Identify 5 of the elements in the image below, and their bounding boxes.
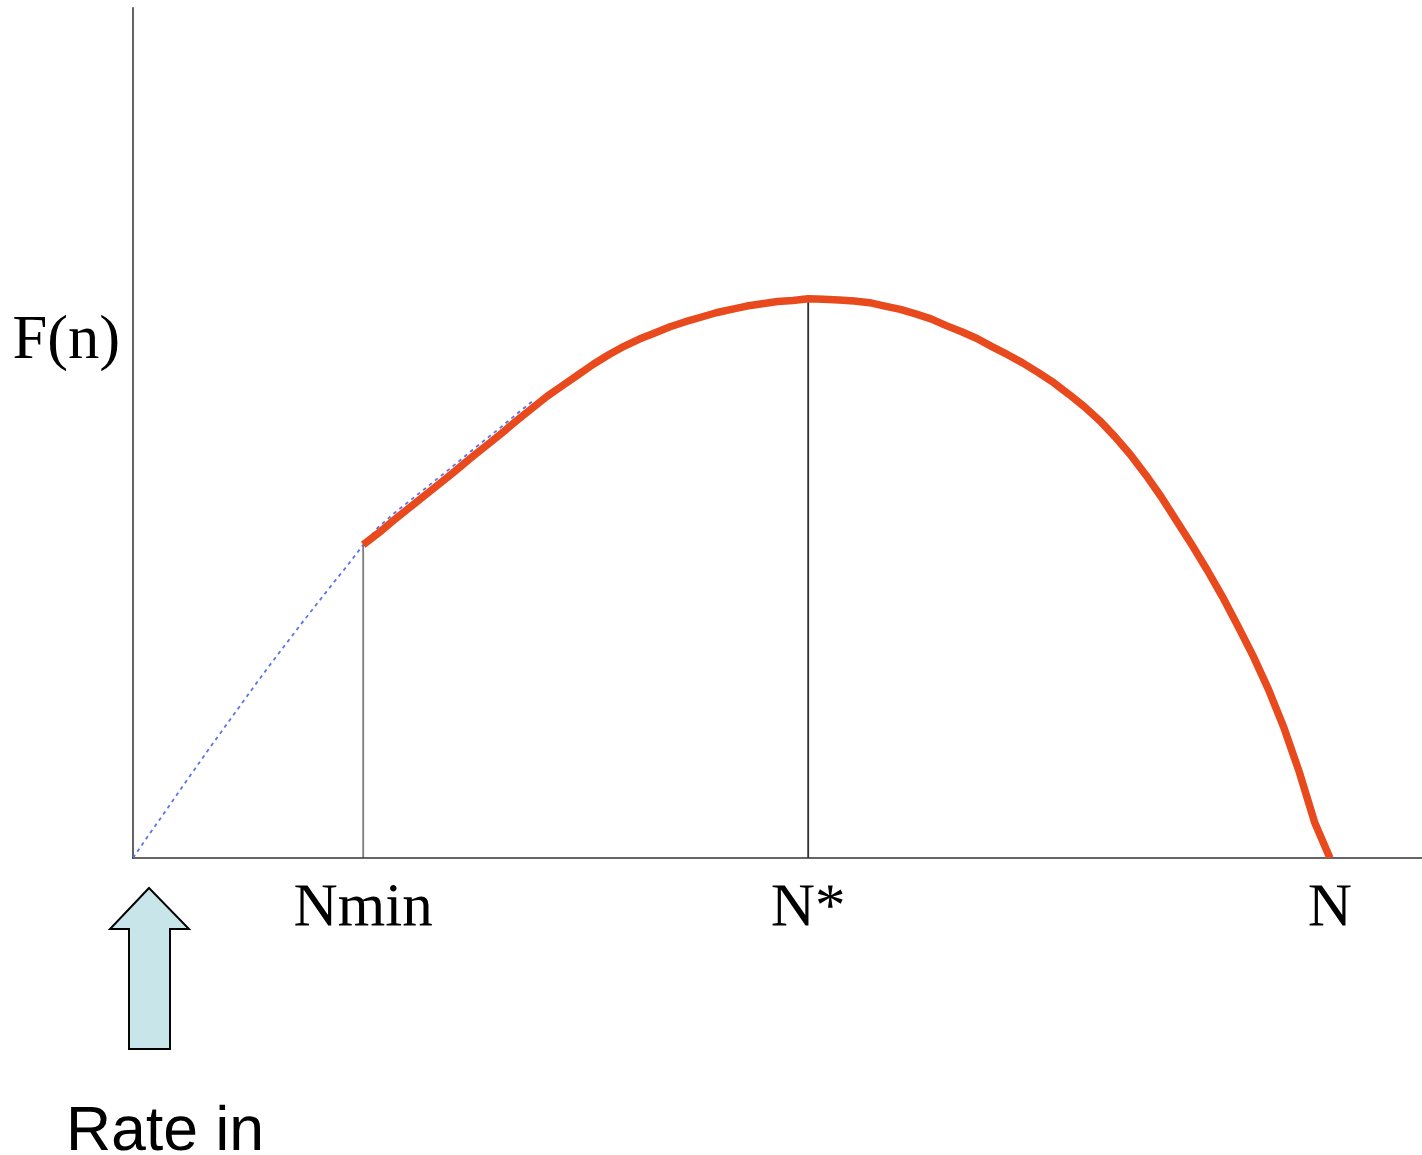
x-tick-label: N* [772, 885, 843, 926]
y-axis-title: F(n) [14, 314, 118, 372]
text: Rate in [71, 1104, 260, 1151]
x-tick-label: N [1309, 885, 1351, 926]
x-tick-label: Nmin [295, 884, 432, 926]
